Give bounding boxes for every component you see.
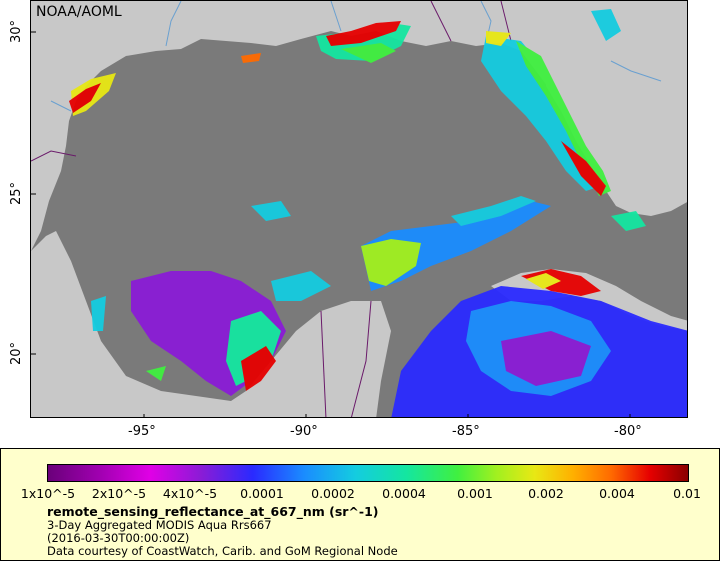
- map-canvas: [31, 1, 687, 417]
- variable-name: remote_sensing_reflectance_at_667_nm (sr…: [47, 504, 379, 519]
- colorbar-label: 0.01: [673, 486, 701, 501]
- land-florida: [546, 1, 687, 216]
- credit-line: Data courtesy of CoastWatch, Carib. and …: [47, 544, 398, 558]
- colorbar-label: 4x10^-5: [162, 486, 218, 501]
- map-panel[interactable]: [30, 0, 688, 418]
- lon-label-85: -85°: [452, 424, 480, 439]
- lon-label-95: -95°: [128, 424, 156, 439]
- colorbar-label: 1x10^-5: [20, 486, 76, 501]
- colorbar: [47, 464, 689, 482]
- colorbar-label: 2x10^-5: [91, 486, 147, 501]
- lat-label-30: 30°: [9, 19, 25, 44]
- lon-label-80: -80°: [614, 424, 642, 439]
- colorbar-label: 0.004: [599, 486, 635, 501]
- time-stamp: (2016-03-30T00:00:00Z): [47, 531, 190, 545]
- colorbar-label: 0.002: [528, 486, 564, 501]
- lon-label-90: -90°: [290, 424, 318, 439]
- colorbar-label: 0.0002: [311, 486, 355, 501]
- lat-label-25: 25°: [9, 181, 25, 206]
- reflectance-data: [69, 9, 687, 417]
- colorbar-label: 0.0001: [240, 486, 284, 501]
- lat-label-20: 20°: [9, 341, 25, 366]
- colorbar-label: 0.0004: [382, 486, 426, 501]
- land-mexico: [31, 231, 391, 417]
- colorbar-label: 0.001: [457, 486, 493, 501]
- product-name: 3-Day Aggregated MODIS Aqua Rrs667: [47, 518, 272, 532]
- noaa-aoml-label: NOAA/AOML: [36, 4, 122, 20]
- frame-ticks: [31, 31, 631, 417]
